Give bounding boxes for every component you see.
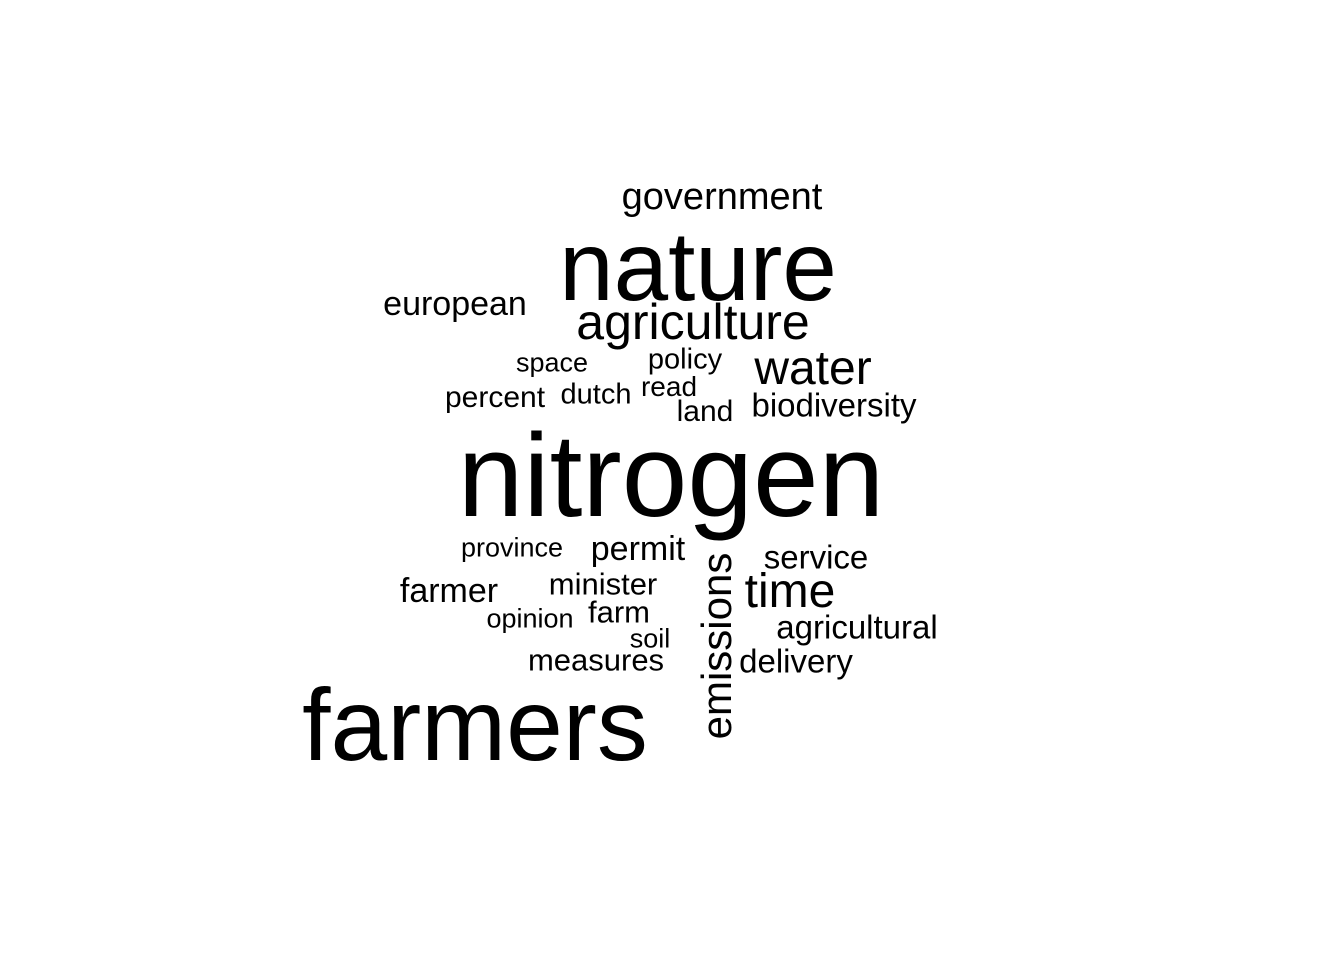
word-service: service bbox=[763, 538, 869, 576]
word-measures: measures bbox=[527, 642, 665, 678]
word-land: land bbox=[676, 395, 734, 428]
word-farmer: farmer bbox=[399, 572, 499, 610]
word-emissions: emissions bbox=[693, 552, 740, 740]
word-water: water bbox=[754, 342, 872, 395]
word-dutch: dutch bbox=[560, 378, 632, 411]
word-agriculture: agriculture bbox=[576, 294, 810, 350]
word-european: european bbox=[383, 285, 527, 323]
word-nature: nature bbox=[559, 211, 837, 321]
word-minister: minister bbox=[548, 566, 658, 602]
word-nitrogen: nitrogen bbox=[457, 410, 885, 542]
word-opinion: opinion bbox=[486, 603, 574, 634]
word-soil: soil bbox=[629, 623, 671, 654]
word-time: time bbox=[744, 565, 836, 618]
word-farm: farm bbox=[588, 594, 650, 630]
word-read: read bbox=[640, 371, 698, 402]
word-government: government bbox=[621, 176, 823, 218]
word-province: province bbox=[460, 532, 564, 563]
word-percent: percent bbox=[444, 381, 546, 414]
word-biodiversity: biodiversity bbox=[751, 386, 917, 424]
word-policy: policy bbox=[647, 343, 723, 376]
word-farmers: farmers bbox=[302, 668, 648, 782]
word-agricultural: agricultural bbox=[776, 608, 938, 646]
word-space: space bbox=[515, 347, 589, 378]
word-permit: permit bbox=[590, 530, 686, 568]
word-delivery: delivery bbox=[739, 642, 853, 680]
